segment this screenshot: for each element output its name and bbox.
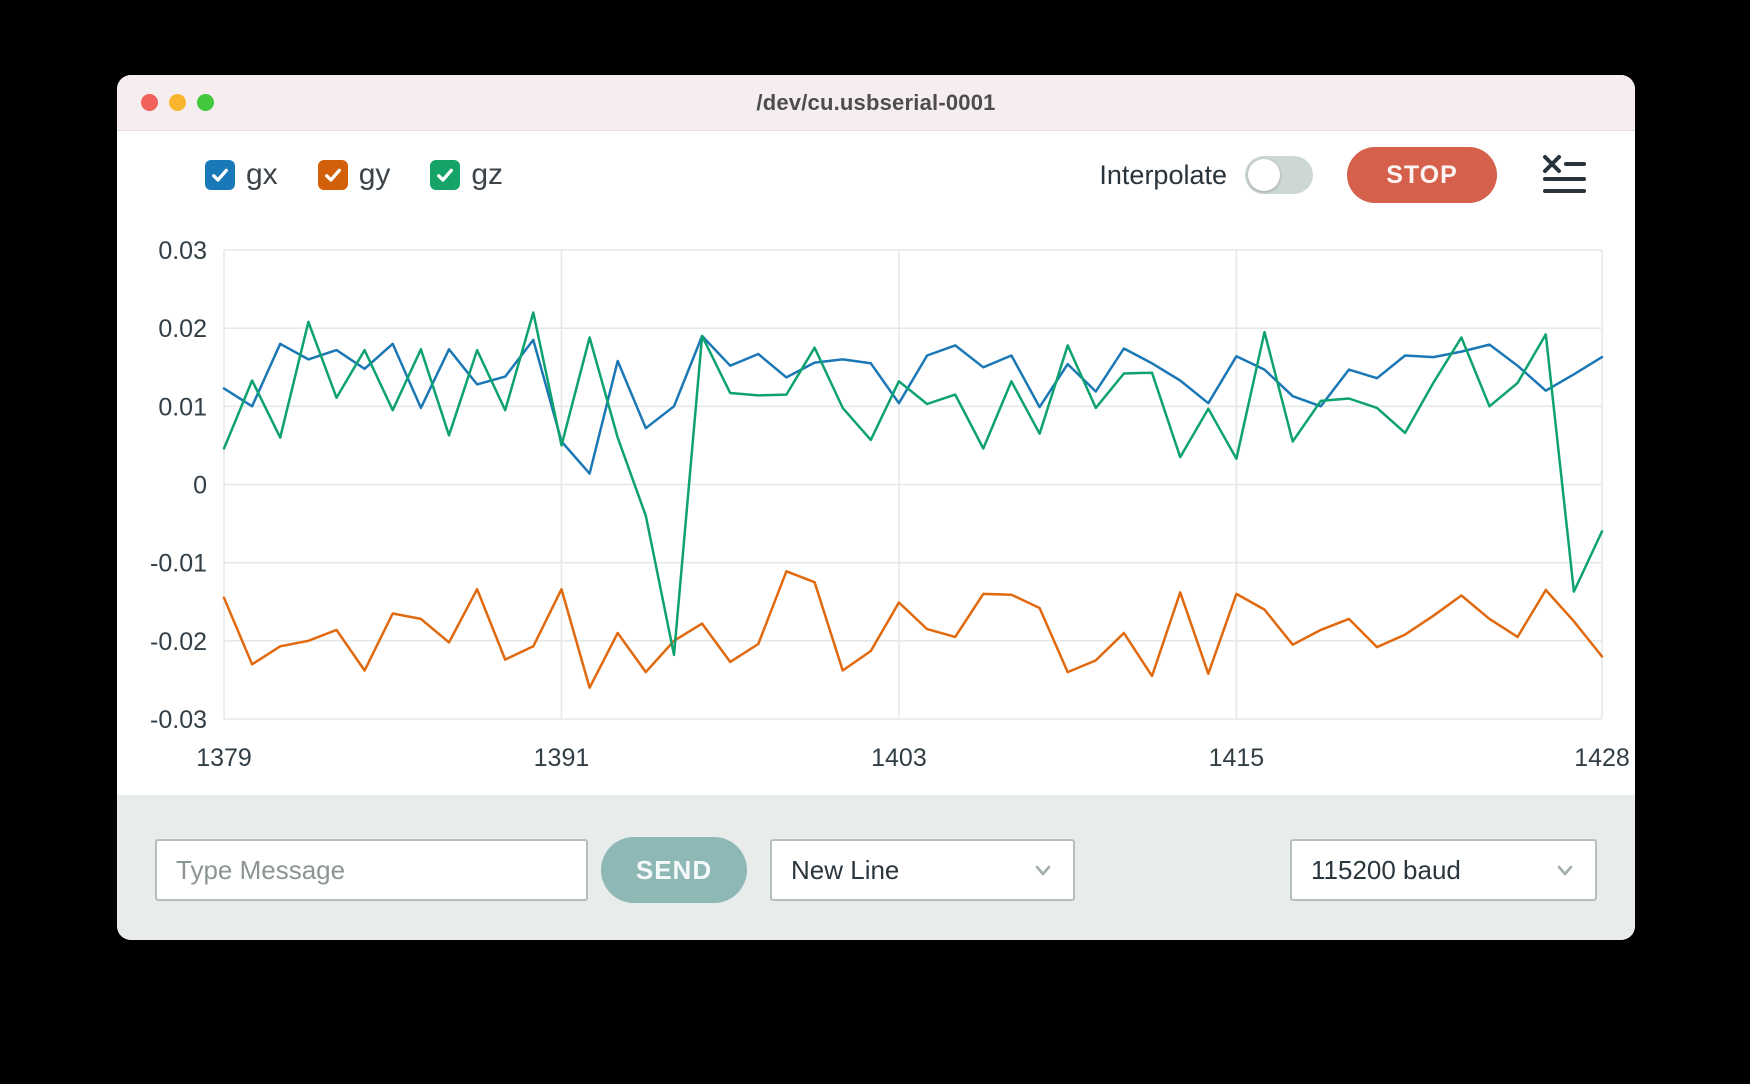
check-icon — [324, 168, 341, 182]
y-tick-label: 0.03 — [158, 237, 207, 265]
y-tick-label: -0.01 — [150, 550, 207, 578]
toolbar-controls: Interpolate STOP — [1099, 147, 1587, 203]
legend-item-gz[interactable]: gz — [430, 158, 503, 192]
clear-list-icon[interactable] — [1541, 154, 1587, 196]
chart-legend: gx gy gz — [205, 158, 503, 192]
check-icon — [437, 168, 454, 182]
traffic-lights — [141, 75, 214, 130]
interpolate-toggle[interactable] — [1245, 156, 1313, 194]
interpolate-label: Interpolate — [1099, 159, 1227, 190]
line-ending-value: New Line — [791, 854, 900, 885]
check-icon — [212, 168, 228, 182]
series-gy — [222, 570, 1604, 689]
y-tick-label: 0 — [193, 472, 207, 500]
send-button[interactable]: SEND — [601, 837, 747, 903]
close-button[interactable] — [141, 94, 158, 111]
toggle-knob — [1248, 159, 1280, 191]
checkbox-gy[interactable] — [317, 160, 348, 190]
x-tick-label: 1403 — [871, 744, 927, 772]
y-tick-label: 0.02 — [158, 315, 207, 343]
checkbox-gz[interactable] — [430, 160, 461, 190]
chevron-down-icon — [1557, 865, 1573, 876]
series-gx — [222, 334, 1604, 475]
series-gz — [222, 311, 1604, 657]
y-tick-label: 0.01 — [158, 393, 207, 421]
window-title: /dev/cu.usbserial-0001 — [756, 89, 996, 115]
legend-item-gx[interactable]: gx — [205, 158, 278, 192]
x-tick-label: 1391 — [534, 744, 590, 772]
baud-value: 115200 baud — [1311, 854, 1461, 885]
legend-label-gx: gx — [246, 158, 278, 191]
legend-item-gy[interactable]: gy — [317, 158, 391, 192]
y-tick-label: -0.03 — [150, 706, 207, 734]
legend-label-gy: gy — [358, 158, 391, 191]
message-input[interactable] — [155, 839, 588, 901]
x-tick-label: 1379 — [196, 744, 252, 772]
app-window: /dev/cu.usbserial-0001 gx gy gz — [117, 75, 1635, 940]
x-tick-label: 1428 — [1574, 744, 1630, 772]
zoom-button[interactable] — [197, 94, 214, 111]
toolbar-row: gx gy gz Interpolate STOP — [117, 130, 1635, 220]
checkbox-gx[interactable] — [205, 160, 235, 190]
baud-select[interactable]: 115200 baud — [1290, 839, 1597, 901]
stop-button[interactable]: STOP — [1347, 147, 1497, 203]
titlebar[interactable]: /dev/cu.usbserial-0001 — [117, 75, 1635, 131]
y-tick-label: -0.02 — [150, 628, 207, 656]
line-ending-select[interactable]: New Line — [770, 839, 1075, 901]
x-tick-label: 1415 — [1209, 744, 1265, 772]
chevron-down-icon — [1035, 865, 1051, 876]
message-bar: SEND New Line 115200 baud — [117, 795, 1635, 940]
legend-label-gz: gz — [471, 158, 504, 191]
minimize-button[interactable] — [169, 94, 186, 111]
